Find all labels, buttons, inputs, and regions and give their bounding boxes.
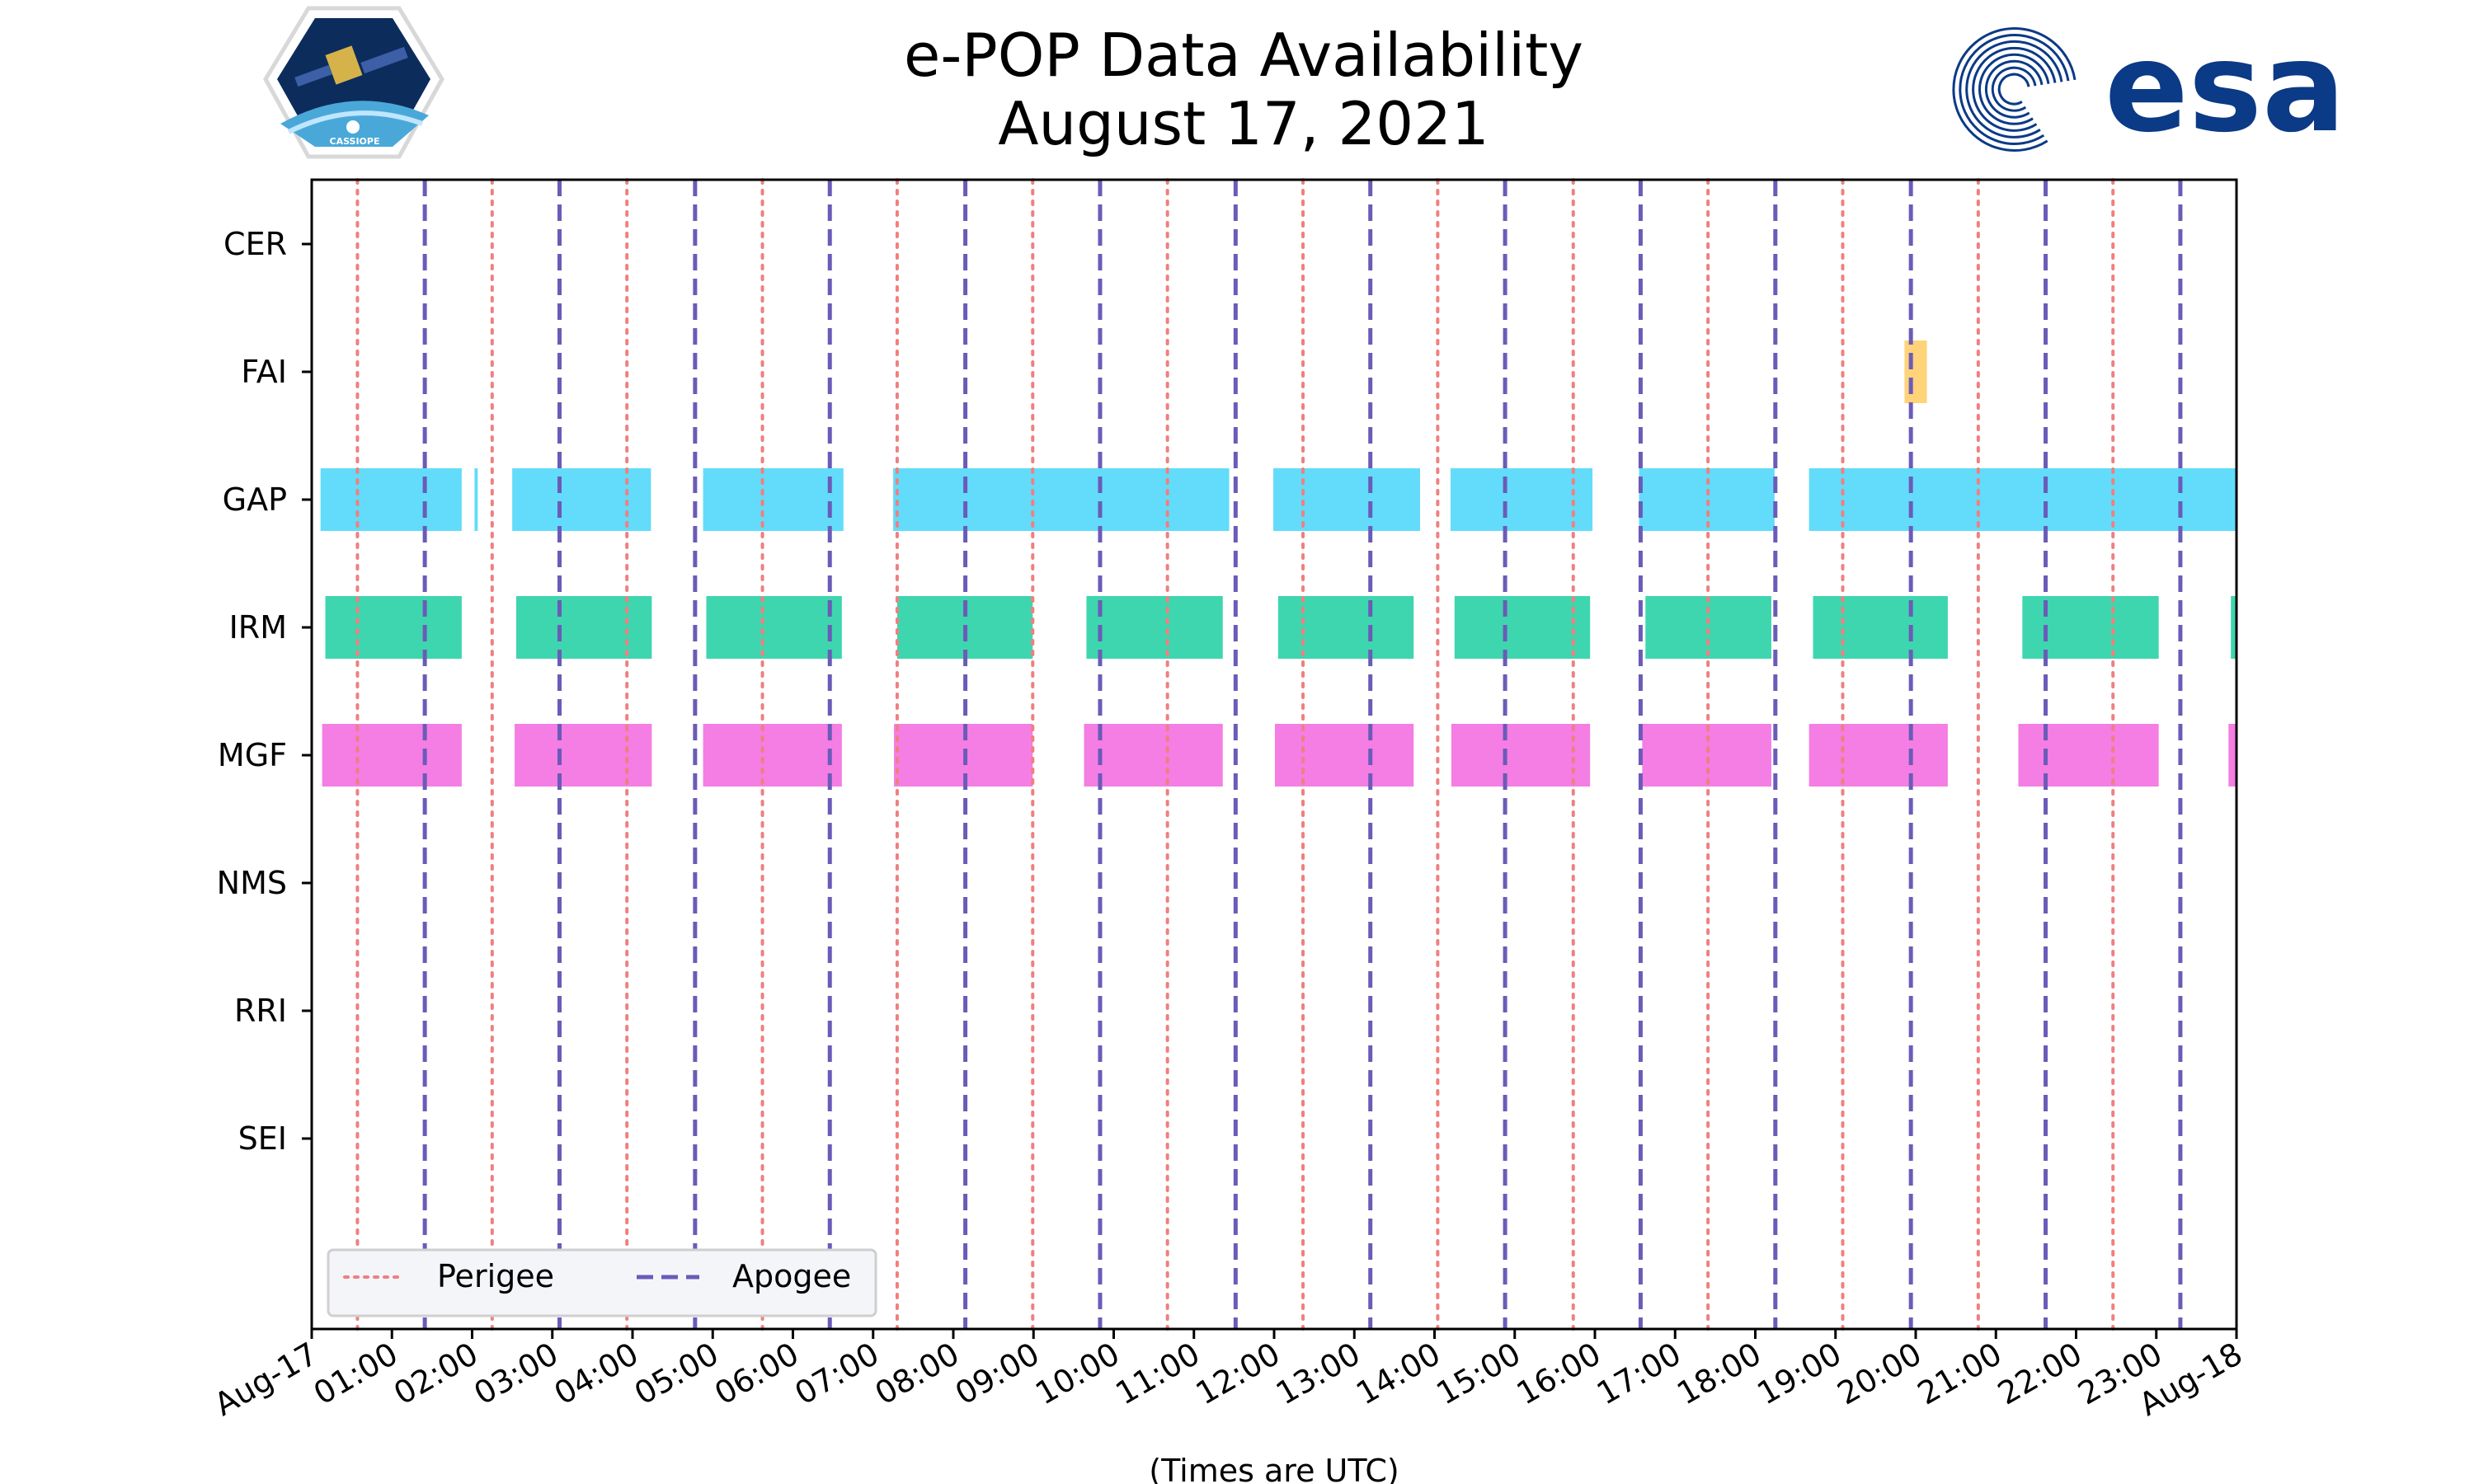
y-tick-label-mgf: MGF: [218, 737, 287, 773]
x-tick-label-9: 09:00: [949, 1336, 1046, 1412]
bar-gap-0: [320, 468, 462, 531]
x-tick-label-0: Aug-17: [208, 1336, 323, 1423]
bar-irm-6: [1454, 596, 1591, 659]
bar-mgf-0: [322, 724, 462, 787]
bar-irm-1: [515, 596, 652, 659]
bar-gap-5: [1273, 468, 1420, 531]
x-tick-label-4: 04:00: [548, 1336, 645, 1412]
y-tick-label-nms: NMS: [217, 865, 287, 901]
x-tick-label-8: 08:00: [869, 1336, 966, 1412]
esa-logo-ring: [1978, 53, 2050, 125]
x-tick-label-12: 12:00: [1190, 1336, 1286, 1412]
bar-gap-4: [893, 468, 1230, 531]
bar-gap-7: [1639, 468, 1775, 531]
x-axis-label: (Times are UTC): [1149, 1453, 1399, 1484]
bar-irm-8: [1813, 596, 1948, 659]
y-tick-label-fai: FAI: [241, 354, 287, 390]
esa-logo-ring: [1952, 27, 2077, 152]
x-tick-label-21: 21:00: [1912, 1336, 2008, 1412]
x-tick-label-16: 16:00: [1511, 1336, 1607, 1412]
availability-bars: [320, 340, 2236, 787]
esa-logo-ring: [1991, 66, 2037, 112]
bar-irm-4: [1086, 596, 1223, 659]
bar-mgf-1: [515, 724, 652, 787]
x-tick-label-7: 07:00: [788, 1336, 885, 1412]
x-tick-label-3: 03:00: [468, 1336, 564, 1412]
chart-title-line-2: August 17, 2021: [998, 89, 1489, 158]
legend-apogee-label: Apogee: [732, 1258, 851, 1294]
bar-gap-8: [1808, 468, 2236, 531]
x-axis: Aug-1701:0002:0003:0004:0005:0006:0007:0…: [208, 1329, 2249, 1423]
x-tick-label-2: 02:00: [388, 1336, 484, 1412]
x-tick-label-14: 14:00: [1350, 1336, 1446, 1412]
bar-mgf-4: [1084, 724, 1223, 787]
bar-fai-0: [1904, 340, 1927, 403]
y-axis: CER FAI GAP IRM MGF NMS RRI SEI: [217, 226, 312, 1157]
bar-mgf-10: [2228, 724, 2236, 787]
bar-mgf-7: [1642, 724, 1771, 787]
esa-logo-ring: [1965, 40, 2063, 139]
esa-logo-ring: [1959, 33, 2070, 145]
x-tick-label-1: 01:00: [308, 1336, 404, 1412]
esa-logo: esa: [1952, 16, 2345, 160]
x-tick-label-17: 17:00: [1591, 1336, 1687, 1412]
x-tick-label-22: 22:00: [1992, 1336, 2088, 1412]
x-tick-label-11: 11:00: [1109, 1336, 1206, 1412]
x-tick-label-20: 20:00: [1832, 1336, 1928, 1412]
x-tick-label-10: 10:00: [1029, 1336, 1126, 1412]
x-tick-label-15: 15:00: [1430, 1336, 1526, 1412]
legend: Perigee Apogee: [327, 1248, 877, 1317]
y-tick-label-irm: IRM: [229, 609, 287, 646]
x-tick-label-6: 06:00: [708, 1336, 805, 1412]
x-tick-label-5: 05:00: [628, 1336, 725, 1412]
bar-irm-2: [706, 596, 842, 659]
bar-gap-2: [512, 468, 651, 531]
bar-mgf-5: [1274, 724, 1414, 787]
esa-logo-ring: [1997, 73, 2030, 106]
bar-mgf-8: [1808, 724, 1948, 787]
bar-gap-6: [1450, 468, 1593, 531]
x-tick-label-13: 13:00: [1270, 1336, 1366, 1412]
orbit-event-lines: [355, 178, 2183, 1331]
x-tick-label-18: 18:00: [1671, 1336, 1767, 1412]
esa-logo-ring: [1972, 46, 2057, 132]
esa-logo-ring: [1984, 59, 2044, 119]
bar-gap-3: [703, 468, 844, 531]
bar-irm-5: [1277, 596, 1414, 659]
y-tick-label-cer: CER: [223, 226, 287, 262]
cassiope-mission-patch-logo: CASSIOPE: [263, 6, 444, 159]
bar-irm-0: [325, 596, 462, 659]
bar-gap-1: [474, 468, 478, 531]
x-tick-label-19: 19:00: [1751, 1336, 1847, 1412]
bar-irm-7: [1645, 596, 1771, 659]
bar-irm-9: [2022, 596, 2159, 659]
bar-mgf-9: [2018, 724, 2159, 787]
y-tick-label-sei: SEI: [238, 1120, 287, 1157]
legend-perigee-label: Perigee: [437, 1258, 554, 1294]
bar-irm-10: [2231, 596, 2236, 659]
legend-box: [327, 1248, 877, 1317]
cassiope-logo-text: CASSIOPE: [330, 136, 380, 147]
y-tick-label-gap: GAP: [223, 481, 287, 518]
bar-mgf-2: [703, 724, 842, 787]
chart-title-line-1: e-POP Data Availability: [904, 21, 1583, 90]
bar-mgf-6: [1451, 724, 1591, 787]
esa-logo-text: esa: [2105, 16, 2345, 160]
y-tick-label-rri: RRI: [234, 993, 287, 1029]
